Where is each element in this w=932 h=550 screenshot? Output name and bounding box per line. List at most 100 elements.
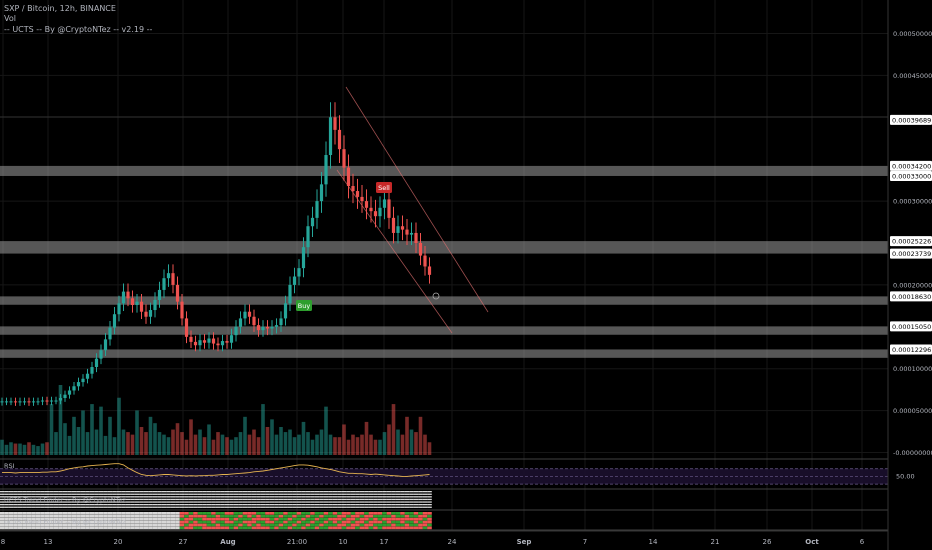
trend1-cell-84-2	[377, 496, 383, 498]
trend1-cell-11-0	[49, 491, 54, 493]
trend2-cell-16-5	[71, 526, 77, 530]
trend1-cell-21-1	[94, 493, 99, 495]
trend2-cell-43-1	[193, 514, 198, 518]
trend1-cell-62-4	[278, 501, 284, 503]
trend2-cell-33-1	[148, 514, 153, 518]
trend1-cell-3-1	[13, 493, 18, 495]
trend2-cell-14-4	[62, 523, 68, 527]
trend1-cell-8-5	[35, 504, 41, 506]
trend1-cell-56-1	[251, 493, 257, 495]
trend1-cell-67-2	[301, 496, 306, 498]
trend1-cell-69-3	[310, 498, 315, 501]
trend2-cell-34-3	[152, 520, 158, 524]
trend2-cell-57-4	[256, 523, 261, 527]
trend2-cell-31-4	[139, 523, 144, 527]
trend1-cell-36-4	[161, 501, 167, 503]
price-label-4: 0.00023739	[892, 250, 931, 258]
trend1-cell-47-0	[211, 491, 216, 493]
volume-bar-27	[121, 429, 126, 455]
candle-body-86	[387, 199, 391, 218]
trend2-cell-84-1	[377, 514, 383, 518]
trend1-cell-40-3	[179, 498, 185, 501]
trend2-cell-10-3	[44, 520, 50, 524]
trend1-cell-30-5	[134, 504, 140, 506]
trend1-cell-59-5	[265, 504, 270, 506]
price-axis[interactable]: 0.000500000.000450000.000300000.00020000…	[887, 0, 932, 550]
price-label-box-0	[890, 114, 932, 125]
trend1-cell-66-5	[296, 504, 302, 506]
trend2-cell-93-5	[418, 526, 423, 530]
trend2-cell-34-5	[152, 526, 158, 530]
trend1-cell-4-4	[17, 501, 23, 503]
candle-body-28	[126, 291, 130, 299]
trend2-cell-0-0	[0, 512, 5, 515]
trend2-cell-68-4	[305, 523, 311, 527]
volume-bar-88	[396, 429, 400, 455]
time-axis[interactable]: 8 13 20 27 Aug 21:00 10 17 24 Sep 7 14 21 26 Oct 6	[0, 530, 888, 546]
candle-body-90	[405, 229, 409, 235]
trend2-cell-53-3	[238, 520, 243, 524]
trend2-cell-42-1	[188, 514, 194, 518]
volume-bar-55	[247, 434, 252, 455]
trend2-cell-45-5	[202, 526, 207, 530]
trend1-cell-23-1	[103, 493, 108, 495]
candle-body-41	[184, 318, 189, 337]
price-label-box-3	[890, 236, 932, 247]
candle-body-18	[81, 378, 85, 383]
trend1-cell-45-5	[202, 504, 207, 506]
trend2-cell-12-2	[53, 517, 59, 521]
trend1-cell-8-4	[35, 501, 41, 503]
trend2-cell-25-1	[112, 514, 117, 518]
volume-bar-58	[261, 404, 265, 455]
trend2-cell-39-0	[175, 512, 180, 515]
trend1-cell-45-6	[202, 506, 207, 508]
trend2-cell-42-0	[188, 512, 194, 515]
trend1-cell-18-1	[80, 493, 86, 495]
trend1-cell-30-2	[134, 496, 140, 498]
trend1-cell-33-4	[148, 501, 153, 503]
trend1-cell-1-6	[4, 506, 9, 508]
trend2-cell-51-3	[229, 520, 234, 524]
trend2-cell-29-3	[130, 520, 135, 524]
rsi-label: RSI	[4, 462, 15, 470]
zone-3	[0, 326, 888, 335]
trend2-cell-40-1	[179, 514, 185, 518]
trend1-cell-92-4	[413, 501, 419, 503]
trend2-cell-42-5	[188, 526, 194, 530]
trend2-cell-85-3	[382, 520, 387, 524]
trend2-cell-42-4	[188, 523, 194, 527]
trend1-cell-81-6	[364, 506, 369, 508]
trend1-cell-84-4	[377, 501, 383, 503]
trend2-cell-30-2	[134, 517, 140, 521]
trend1-cell-37-0	[166, 491, 171, 493]
trend1-cell-59-4	[265, 501, 270, 503]
candle-body-89	[400, 226, 405, 230]
trend1-cell-30-3	[134, 498, 140, 501]
trend2-cell-43-2	[193, 517, 198, 521]
trend2-cell-79-3	[355, 520, 360, 524]
trend1-cell-14-4	[62, 501, 68, 503]
trend2-cell-41-4	[184, 523, 189, 527]
trend1-cell-77-5	[346, 504, 351, 506]
trend1-cell-79-4	[355, 501, 360, 503]
candle-body-17	[76, 382, 81, 387]
trend2-cell-8-5	[35, 526, 41, 530]
trend1-cell-0-3	[0, 498, 5, 501]
trend1-cell-29-6	[130, 506, 135, 508]
trend2-cell-42-3	[188, 520, 194, 524]
trend2-cell-28-2	[125, 517, 131, 521]
trend1-cell-54-4	[242, 501, 248, 503]
candle-body-83	[373, 211, 378, 217]
candle-body-64	[288, 284, 292, 304]
trend2-cell-37-1	[166, 514, 171, 518]
trend2-cell-83-1	[373, 514, 378, 518]
trend1-cell-35-4	[157, 501, 162, 503]
trend1-cell-35-3	[157, 498, 162, 501]
trend1-cell-55-1	[247, 493, 252, 495]
trend1-cell-17-1	[76, 493, 81, 495]
trend2-cell-83-3	[373, 520, 378, 524]
trend1-cell-92-5	[413, 504, 419, 506]
volume-bar-73	[328, 434, 333, 455]
trend2-cell-70-3	[314, 520, 320, 524]
